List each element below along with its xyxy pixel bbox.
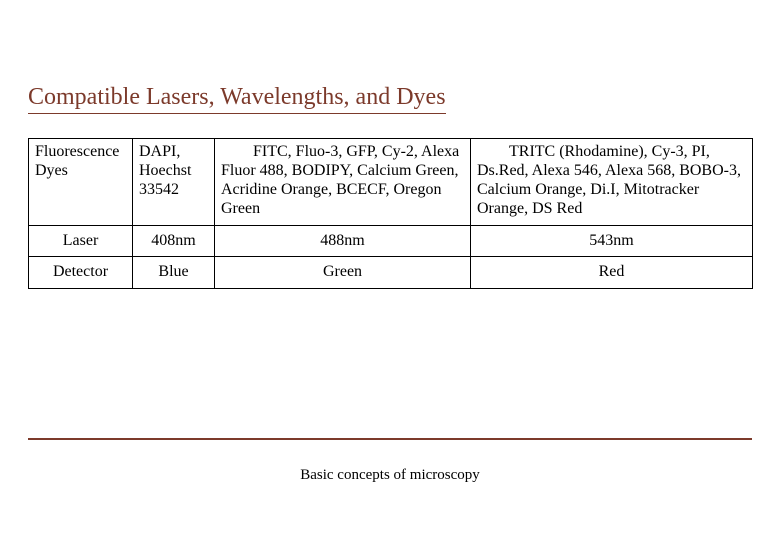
slide: Compatible Lasers, Wavelengths, and Dyes… — [0, 0, 780, 540]
divider-rule — [28, 438, 752, 440]
row-label: Laser — [29, 225, 133, 257]
cell-laser-col2: 408nm — [133, 225, 215, 257]
cell-detector-col2: Blue — [133, 257, 215, 289]
slide-title: Compatible Lasers, Wavelengths, and Dyes — [28, 84, 446, 114]
cell-dyes-col2: DAPI, Hoechst 33542 — [133, 139, 215, 226]
compatibility-table: Fluorescence Dyes DAPI, Hoechst 33542 FI… — [28, 138, 753, 289]
row-label: Fluorescence Dyes — [29, 139, 133, 226]
cell-dyes-col4: TRITC (Rhodamine), Cy-3, PI, Ds.Red, Ale… — [471, 139, 753, 226]
table-row: Fluorescence Dyes DAPI, Hoechst 33542 FI… — [29, 139, 753, 226]
table-row: Detector Blue Green Red — [29, 257, 753, 289]
cell-dyes-col3: FITC, Fluo-3, GFP, Cy-2, Alexa Fluor 488… — [215, 139, 471, 226]
cell-detector-col3: Green — [215, 257, 471, 289]
table-row: Laser 408nm 488nm 543nm — [29, 225, 753, 257]
cell-detector-col4: Red — [471, 257, 753, 289]
row-label: Detector — [29, 257, 133, 289]
footer-text: Basic concepts of microscopy — [0, 467, 780, 484]
cell-laser-col4: 543nm — [471, 225, 753, 257]
cell-laser-col3: 488nm — [215, 225, 471, 257]
